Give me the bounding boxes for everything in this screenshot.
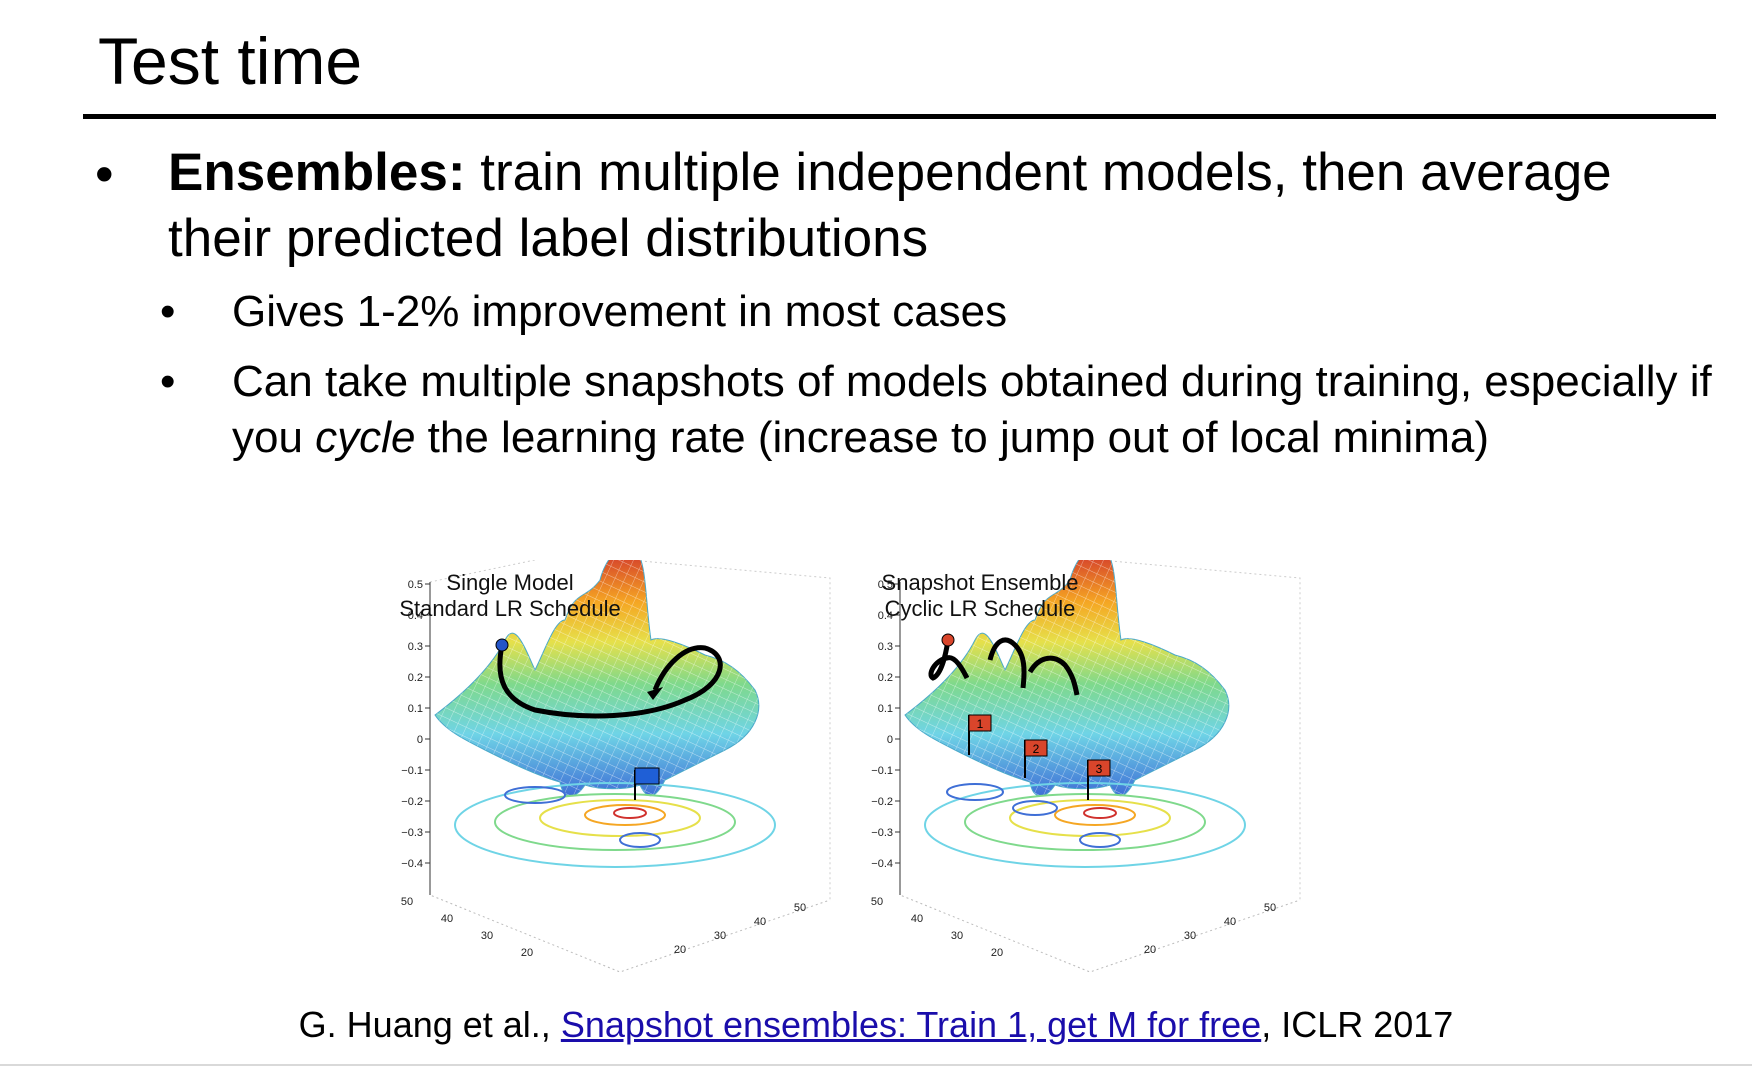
- y-tick-label: 40: [1224, 916, 1236, 928]
- x-tick-label: 40: [911, 913, 923, 925]
- left-arrowhead: [647, 687, 663, 700]
- sub-bullet-marker: •: [160, 357, 176, 406]
- right-panel-title-line1: Snapshot Ensemble: [881, 570, 1079, 595]
- left-bottom-tick-labels: 50 40 30 20 20 30 40 50: [401, 896, 806, 959]
- right-panel-title: Snapshot Ensemble Cyclic LR Schedule: [855, 570, 1105, 622]
- y-tick-label: 50: [1264, 902, 1276, 914]
- z-tick-label: 0.1: [878, 703, 893, 715]
- x-tick-label: 20: [991, 947, 1003, 959]
- z-tick-label: 0.5: [878, 579, 893, 591]
- x-tick-label: 30: [951, 930, 963, 942]
- sub-bullet-2-italic: cycle: [315, 413, 416, 462]
- right-box-back: [1099, 559, 1301, 900]
- z-tick-label: −0.1: [871, 765, 893, 777]
- x-tick-label: 20: [521, 947, 533, 959]
- z-tick-label: 0: [417, 734, 423, 746]
- z-tick-label: 0.1: [408, 703, 423, 715]
- left-z-tick-labels: 0.5 0.4 0.3 0.2 0.1 0 −0.1 −0.2 −0.3 −0.4: [401, 579, 430, 870]
- right-bottom-tick-labels: 50 40 30 20 20 30 40 50: [871, 896, 1276, 959]
- y-tick-label: 30: [714, 930, 726, 942]
- left-panel-title-line2: Standard LR Schedule: [399, 596, 621, 621]
- z-tick-label: 0.3: [408, 641, 423, 653]
- left-panel-title-line1: Single Model: [446, 570, 574, 595]
- citation: G. Huang et al., Snapshot ensembles: Tra…: [0, 1003, 1752, 1047]
- left-sgd-trajectory: [497, 644, 723, 719]
- bullet-marker: •: [95, 145, 114, 204]
- right-trajectory-cycle-2: [987, 637, 1027, 689]
- z-tick-label: 0: [887, 734, 893, 746]
- snapshot-ensemble-figure: 0.5 0.4 0.3 0.2 0.1 0 −0.1 −0.2 −0.3 −0.4 50 40 30 2…: [385, 539, 1415, 980]
- snapshot-flag-2-label: 2: [1033, 742, 1040, 756]
- y-tick-label: 20: [674, 944, 686, 956]
- citation-suffix: , ICLR 2017: [1261, 1004, 1454, 1045]
- main-bullet-bold: Ensembles:: [168, 143, 466, 202]
- left-minimum-flag: [634, 767, 660, 785]
- z-tick-label: −0.3: [871, 827, 893, 839]
- snapshot-flag-1: 1: [968, 714, 992, 755]
- right-start-point: [941, 633, 955, 647]
- z-tick-label: −0.4: [401, 858, 423, 870]
- title-underline: [83, 114, 1716, 119]
- left-start-point: [495, 638, 509, 652]
- sub-bullet-marker: •: [160, 287, 176, 336]
- right-trajectory-cycle-3: [1027, 655, 1080, 696]
- right-panel-title-line2: Cyclic LR Schedule: [884, 596, 1076, 621]
- left-panel: 0.5 0.4 0.3 0.2 0.1 0 −0.1 −0.2 −0.3 −0.4 50 40 30 2…: [401, 539, 831, 973]
- right-contours: [924, 782, 1246, 868]
- z-tick-label: 0.4: [408, 610, 423, 622]
- main-bullet-text: train multiple independent models, then …: [168, 143, 1612, 268]
- snapshot-flag-3-label: 3: [1096, 762, 1103, 776]
- y-tick-label: 30: [1184, 930, 1196, 942]
- sub-bullet-2-text-b: the learning rate (increase to jump out …: [415, 413, 1490, 462]
- z-tick-label: 0.4: [878, 610, 893, 622]
- citation-prefix: G. Huang et al.,: [298, 1004, 561, 1045]
- sub-bullet-2-text-a: Can take multiple snapshots of models ob…: [232, 357, 1712, 462]
- figure-svg: 0.50.40.30.20.10−0.1−0.2−0.3−0.4 5040302…: [401, 539, 1301, 973]
- x-tick-label: 50: [401, 896, 413, 908]
- right-z-tick-labels: 0.5 0.4 0.3 0.2 0.1 0 −0.1 −0.2 −0.3 −0.4: [871, 579, 900, 870]
- slide-bottom-border: [0, 1064, 1752, 1066]
- z-tick-label: −0.1: [401, 765, 423, 777]
- snapshot-flag-2: 2: [1024, 739, 1048, 778]
- z-tick-label: −0.4: [871, 858, 893, 870]
- z-tick-label: −0.3: [401, 827, 423, 839]
- y-tick-label: 50: [794, 902, 806, 914]
- left-surface-mesh: [435, 547, 759, 796]
- sub-bullet-2: Can take multiple snapshots of models ob…: [232, 354, 1722, 466]
- main-bullet: Ensembles: train multiple independent mo…: [168, 140, 1728, 272]
- snapshot-flag-3: 3: [1087, 759, 1111, 800]
- paper-link[interactable]: Snapshot ensembles: Train 1, get M for f…: [560, 1004, 1262, 1045]
- z-tick-label: 0.3: [878, 641, 893, 653]
- left-contours: [454, 782, 776, 868]
- right-trajectory-cycle-1: [928, 639, 970, 681]
- right-panel: 1 2 3 0.5 0.4 0.3 0.2 0.1 0 −0.1 −0.2 −0.3 −0.4 5…: [871, 547, 1301, 973]
- z-tick-label: 0.2: [408, 672, 423, 684]
- y-tick-label: 20: [1144, 944, 1156, 956]
- slide-title: Test time: [98, 24, 363, 98]
- snapshot-flag-1-label: 1: [977, 717, 984, 731]
- z-tick-label: −0.2: [871, 796, 893, 808]
- x-tick-label: 50: [871, 896, 883, 908]
- z-tick-label: 0.2: [878, 672, 893, 684]
- x-tick-label: 30: [481, 930, 493, 942]
- left-panel-title: Single Model Standard LR Schedule: [385, 570, 635, 622]
- z-tick-label: −0.2: [401, 796, 423, 808]
- y-tick-label: 40: [754, 916, 766, 928]
- sub-bullet-1: Gives 1-2% improvement in most cases: [232, 287, 1008, 336]
- x-tick-label: 40: [441, 913, 453, 925]
- z-tick-label: 0.5: [408, 579, 423, 591]
